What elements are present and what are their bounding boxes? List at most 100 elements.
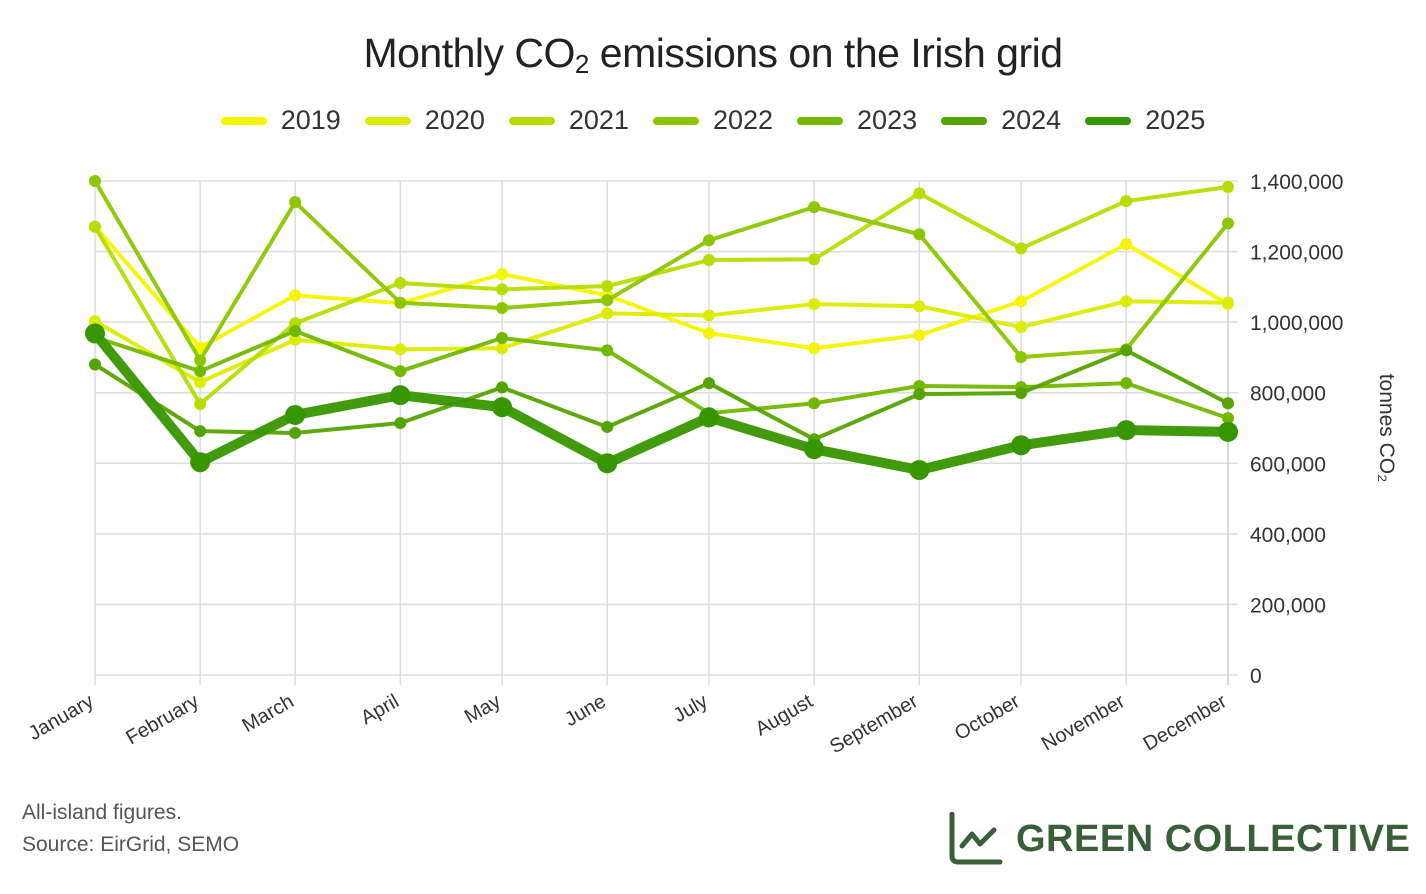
x-tick-label: July <box>670 690 712 727</box>
legend-label: 2025 <box>1145 105 1206 135</box>
x-tick-label: March <box>239 690 298 737</box>
data-point-2025 <box>698 407 719 428</box>
y-axis-title: tonnes CO₂ <box>1375 374 1398 483</box>
legend-label: 2022 <box>712 105 774 135</box>
data-point-2020 <box>601 307 614 320</box>
data-point-2024 <box>1120 344 1133 357</box>
data-point-2024 <box>913 388 926 401</box>
legend-swatch <box>364 116 411 125</box>
legend-item-2025[interactable]: 2025 <box>1085 105 1205 136</box>
y-tick-label: 1,200,000 <box>1250 242 1343 265</box>
legend-swatch <box>797 116 844 125</box>
series-line-2025 <box>90 328 1233 475</box>
data-point-2022 <box>808 201 821 214</box>
data-point-2025 <box>1011 435 1032 456</box>
data-point-2020 <box>1222 296 1234 309</box>
x-tick-label: October <box>951 690 1024 745</box>
footnote: All-island figures. Source: EirGrid, SEM… <box>22 797 239 861</box>
data-point-2020 <box>1015 321 1028 334</box>
data-point-2022 <box>913 228 926 241</box>
data-point-2019 <box>702 327 715 340</box>
y-tick-label: 600,000 <box>1250 453 1326 476</box>
data-point-2024 <box>496 381 509 394</box>
legend-label: 2019 <box>280 105 341 135</box>
data-point-2024 <box>1222 397 1234 410</box>
legend-swatch <box>652 116 699 125</box>
data-point-2022 <box>1015 351 1028 364</box>
data-point-2021 <box>913 187 926 200</box>
x-tick-label: May <box>461 690 505 728</box>
data-point-2019 <box>808 342 821 355</box>
data-point-2020 <box>913 300 926 313</box>
data-point-2020 <box>808 298 821 311</box>
y-tick-label: 400,000 <box>1250 524 1326 547</box>
brand-logo[interactable]: GREEN COLLECTIVE <box>948 812 1410 866</box>
legend-item-2022[interactable]: 2022 <box>652 105 774 136</box>
data-point-2025 <box>190 452 211 473</box>
data-point-2021 <box>89 220 101 233</box>
legend-swatch <box>1085 116 1132 125</box>
data-point-2022 <box>1222 217 1234 230</box>
data-point-2021 <box>194 398 207 411</box>
legend-item-2023[interactable]: 2023 <box>797 105 917 136</box>
y-tick-label: 200,000 <box>1250 594 1326 617</box>
data-point-2019 <box>1015 295 1028 308</box>
legend-item-2019[interactable]: 2019 <box>220 105 341 136</box>
data-point-2021 <box>1120 195 1133 208</box>
data-point-2024 <box>1015 387 1028 400</box>
legend-item-2020[interactable]: 2020 <box>364 105 485 136</box>
data-point-2024 <box>289 426 302 439</box>
data-point-2021 <box>702 254 715 267</box>
legend-label: 2024 <box>1001 105 1062 135</box>
data-point-2024 <box>702 377 715 390</box>
data-point-2022 <box>394 296 407 309</box>
data-point-2025 <box>1218 421 1238 442</box>
legend-swatch <box>941 116 988 125</box>
legend-label: 2023 <box>857 105 918 135</box>
data-point-2019 <box>289 289 302 302</box>
data-point-2021 <box>1222 180 1234 193</box>
data-point-2023 <box>1120 377 1133 390</box>
data-point-2021 <box>394 276 407 289</box>
data-point-2022 <box>194 354 207 367</box>
data-point-2023 <box>601 344 614 357</box>
data-point-2019 <box>1120 238 1133 251</box>
data-point-2020 <box>1120 295 1133 308</box>
legend-label: 2020 <box>424 105 485 135</box>
series-line-2022 <box>93 179 1230 363</box>
line-chart-icon <box>949 812 1003 865</box>
brand-name: GREEN COLLECTIVE <box>1016 817 1411 860</box>
legend-swatch <box>220 116 267 125</box>
legend-item-2024[interactable]: 2024 <box>941 105 1061 136</box>
data-point-2020 <box>496 342 509 355</box>
data-point-2024 <box>194 425 207 438</box>
y-tick-label: 1,000,000 <box>1250 312 1343 335</box>
data-point-2025 <box>492 397 513 418</box>
data-point-2022 <box>702 234 715 247</box>
data-point-2023 <box>194 365 207 378</box>
data-point-2025 <box>390 385 411 406</box>
x-tick-label: June <box>561 690 610 731</box>
x-tick-label: December <box>1140 690 1231 755</box>
series-line-2021 <box>93 184 1230 407</box>
y-tick-label: 0 <box>1250 665 1262 688</box>
x-tick-label: August <box>752 690 817 740</box>
data-point-2025 <box>804 439 825 460</box>
data-point-2022 <box>496 302 509 315</box>
legend-swatch <box>508 116 555 125</box>
legend-label: 2021 <box>568 105 629 135</box>
legend-item-2021[interactable]: 2021 <box>508 105 629 136</box>
data-point-2025 <box>1116 420 1137 441</box>
chart-title: Monthly CO2 emissions on the Irish grid <box>363 30 1063 79</box>
data-point-2022 <box>89 175 101 187</box>
data-point-2020 <box>702 309 715 322</box>
data-point-2024 <box>89 358 101 371</box>
x-tick-label: September <box>826 690 922 758</box>
data-point-2019 <box>496 268 509 281</box>
data-point-2023 <box>289 324 302 337</box>
data-point-2025 <box>909 459 930 480</box>
data-point-2022 <box>601 294 614 307</box>
data-point-2021 <box>1015 242 1028 255</box>
data-point-2020 <box>394 343 407 356</box>
